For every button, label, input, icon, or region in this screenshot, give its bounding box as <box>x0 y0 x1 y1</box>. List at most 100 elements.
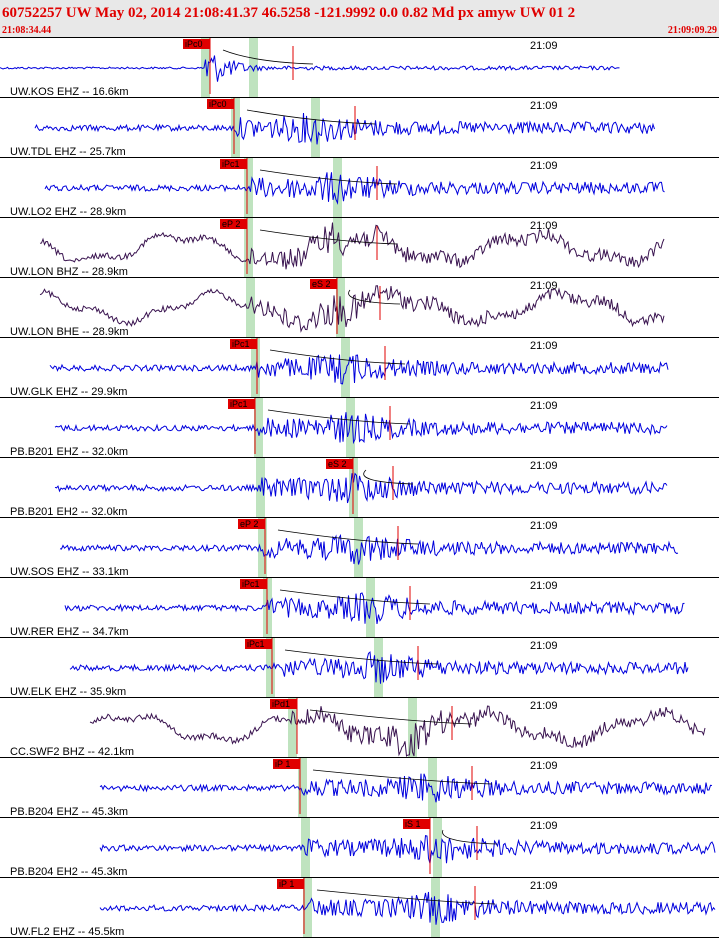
time-label: 21:09 <box>530 880 558 892</box>
arrival-curve <box>309 709 473 725</box>
station-label: CC.SWF2 BHZ -- 42.1km <box>10 746 134 758</box>
waveform <box>34 112 655 145</box>
time-label: 21:09 <box>530 460 558 472</box>
arrival-curve <box>277 529 419 545</box>
trace-row: iPc0 21:09 UW.TDL EHZ -- 25.7km <box>0 98 719 158</box>
pick-label: iPd1 <box>272 699 290 709</box>
time-label: 21:09 <box>530 220 558 232</box>
waveform <box>99 773 713 803</box>
trace-row: eS 2 21:09 UW.LON BHE -- 28.9km <box>0 278 719 338</box>
time-label: 21:09 <box>530 580 558 592</box>
waveform <box>54 472 668 504</box>
pick-label: iPc0 <box>209 99 227 109</box>
time-label: 21:09 <box>530 520 558 532</box>
p-window <box>254 398 263 458</box>
start-time: 21:08:34.44 <box>2 25 51 36</box>
p-window <box>258 518 267 578</box>
p-window <box>246 278 255 338</box>
pick-label: iS 1 <box>405 819 421 829</box>
time-label: 21:09 <box>530 160 558 172</box>
waveform <box>99 834 716 864</box>
trace-row: iPc1 21:09 UW.LO2 EHZ -- 28.9km <box>0 158 719 218</box>
p-window <box>201 38 210 98</box>
arrival-curve <box>269 349 406 365</box>
waveform <box>89 705 706 757</box>
s-window <box>374 638 383 698</box>
arrival-curve <box>363 469 414 485</box>
arrival-curve <box>312 769 493 785</box>
trace-row: eS 2 21:09 PB.B201 EH2 -- 32.0km <box>0 458 719 518</box>
pick-box <box>230 339 257 349</box>
waveform <box>59 533 679 565</box>
pick-box <box>183 39 210 49</box>
pick-box <box>245 639 272 649</box>
trace-row: iS 1 21:09 PB.B204 EH2 -- 45.3km <box>0 818 719 878</box>
pick-label: eS 2 <box>328 459 347 469</box>
s-window <box>249 38 258 98</box>
pick-label: iP 1 <box>275 759 290 769</box>
time-label: 21:09 <box>530 100 558 112</box>
station-label: UW.RER EHZ -- 34.7km <box>10 626 129 638</box>
pick-label: eS 2 <box>312 279 331 289</box>
pick-label: iP 1 <box>279 879 294 889</box>
pick-box <box>238 519 265 529</box>
station-label: UW.KOS EHZ -- 16.6km <box>10 86 129 98</box>
time-label: 21:09 <box>530 400 558 412</box>
trace-row: iPc1 21:09 UW.ELK EHZ -- 35.9km <box>0 638 719 698</box>
s-window <box>346 398 355 458</box>
traces: iPc0 21:09 UW.KOS EHZ -- 16.6km iPc0 21:09 UW… <box>0 37 719 938</box>
s-window <box>333 218 342 278</box>
waveform <box>39 222 665 270</box>
trace-row: iPc1 21:09 UW.GLK EHZ -- 29.9km <box>0 338 719 398</box>
trace-row: iPc0 21:09 UW.KOS EHZ -- 16.6km <box>0 38 719 98</box>
arrival-curve <box>259 169 398 185</box>
station-label: PB.B201 EH2 -- 32.0km <box>10 506 127 518</box>
header-title: 60752257 UW May 02, 2014 21:08:41.37 46.… <box>2 5 575 21</box>
time-label: 21:09 <box>530 40 558 52</box>
waveform <box>99 891 716 925</box>
station-label: UW.LON BHE -- 28.9km <box>10 326 129 338</box>
waveform <box>49 354 669 385</box>
end-time: 21:09:09.29 <box>668 25 717 36</box>
p-window <box>298 758 307 818</box>
waveform <box>39 285 665 333</box>
arrival-curve <box>279 589 431 605</box>
p-window <box>244 218 253 278</box>
trace-row: eP 2 21:09 UW.SOS EHZ -- 33.1km <box>0 518 719 578</box>
trace-row: iPc1 21:09 PB.B201 EHZ -- 32.0km <box>0 398 719 458</box>
time-label: 21:09 <box>530 820 558 832</box>
pick-box <box>270 699 297 709</box>
p-window <box>301 818 310 878</box>
pick-box <box>240 579 267 589</box>
s-window <box>341 338 350 398</box>
s-window <box>354 518 363 578</box>
pick-box <box>277 879 304 889</box>
pick-box <box>273 759 300 769</box>
trace-row: eP 2 21:09 UW.LON BHZ -- 28.9km <box>0 218 719 278</box>
waveform <box>44 172 665 205</box>
arrival-curve <box>284 649 439 665</box>
time-label: 21:09 <box>530 280 558 292</box>
arrival-curve <box>442 829 498 845</box>
s-window <box>428 758 437 818</box>
station-label: UW.ELK EHZ -- 35.9km <box>10 686 126 698</box>
pick-box <box>207 99 234 109</box>
pick-box <box>228 399 255 409</box>
station-label: PB.B204 EH2 -- 45.3km <box>10 866 127 878</box>
pick-box <box>326 459 353 469</box>
pick-label: iPc1 <box>232 339 250 349</box>
time-label: 21:09 <box>530 340 558 352</box>
pick-label: iPc1 <box>247 639 265 649</box>
waveform <box>54 412 668 445</box>
p-window <box>231 98 240 158</box>
trace-row: iP 1 21:09 PB.B204 EHZ -- 45.3km <box>0 758 719 818</box>
arrival-curve <box>259 229 398 245</box>
pick-box <box>220 159 247 169</box>
arrival-curve <box>267 409 411 425</box>
pick-label: iPc1 <box>242 579 260 589</box>
trace-row: iP 1 21:09 UW.FL2 EHZ -- 45.5km <box>0 878 719 938</box>
waveform <box>69 651 689 684</box>
station-label: UW.LO2 EHZ -- 28.9km <box>10 206 126 218</box>
pick-label: eP 2 <box>222 219 240 229</box>
